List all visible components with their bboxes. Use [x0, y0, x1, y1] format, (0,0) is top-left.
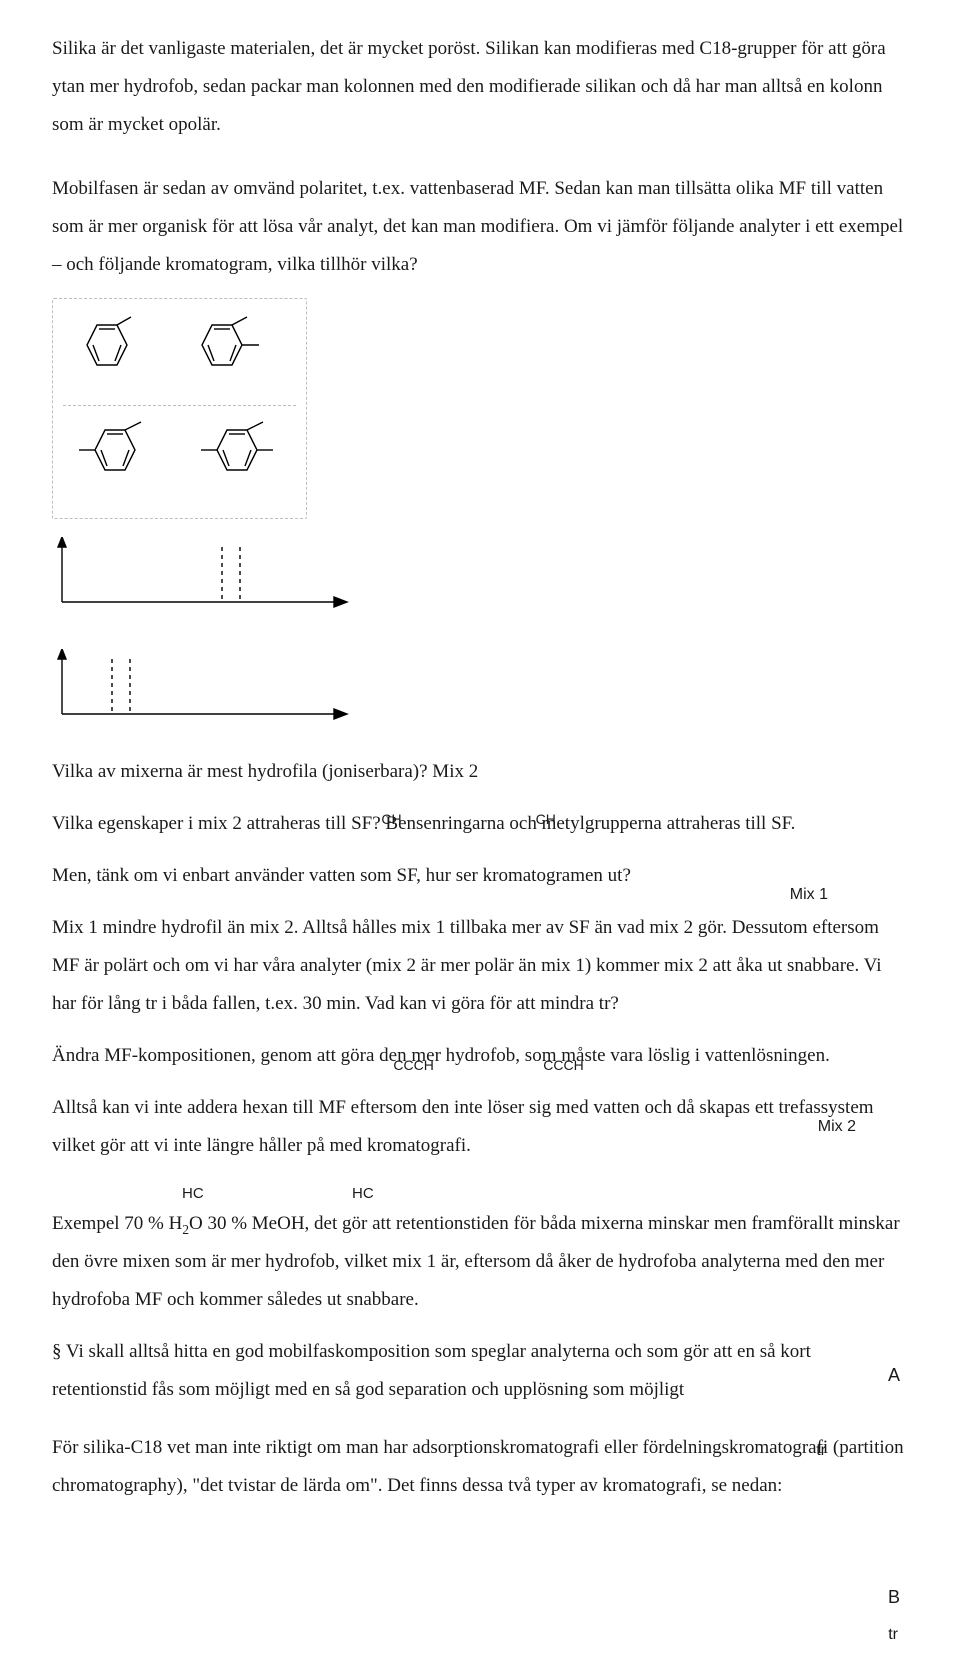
qa2-answer-pre: B [385, 813, 398, 834]
p7-sub: 2 [182, 1222, 189, 1237]
mix1-label: Mix 1 [790, 879, 828, 911]
p5-mid2: hydrofob, som [446, 1045, 557, 1066]
paragraph-2: Mobilfasen är sedan av omvänd polaritet,… [52, 170, 908, 284]
chromatogram-axes-2 [52, 649, 908, 743]
trimethylbenzene-icon [187, 418, 297, 502]
p-xylene-icon [67, 418, 167, 502]
paragraph-6: Alltså kan vi inte addera hexan till MF … [52, 1089, 908, 1165]
qa-line-1: Vilka av mixerna är mest hydrofila (joni… [52, 753, 908, 791]
p5-mid3: måste vara löslig i vattenlösningen. [561, 1045, 830, 1066]
molecule-row-2 [63, 412, 296, 508]
o-xylene-icon [177, 315, 277, 399]
qa2-question: Vilka egenskaper i mix 2 attraheras till… [52, 813, 381, 834]
p5-mid1: mer [411, 1045, 441, 1066]
benzene-icon [67, 315, 157, 399]
p5-pre: Ändra MF-kompositionen, genom att göra d… [52, 1045, 407, 1066]
molecule-diagram [52, 298, 307, 519]
paragraph-3: Men, tänk om vi enbart använder vatten s… [52, 857, 908, 895]
chromatogram-axes-1 [52, 537, 908, 631]
label-a: A [888, 1357, 900, 1393]
paragraph-8: § Vi skall alltså hitta en god mobilfask… [52, 1333, 908, 1409]
paragraph-4: Mix 1 mindre hydrofil än mix 2. Alltså h… [52, 909, 908, 1023]
p7-a: Exempel 70 % H [52, 1213, 182, 1234]
paragraph-5: Ändra MF-kompositionen, genom att göra d… [52, 1037, 908, 1075]
molecule-row-1 [63, 309, 296, 406]
p9-text: För silika-C18 vet man inte riktigt om m… [52, 1437, 904, 1496]
bottom-labels: B tr [52, 1519, 908, 1629]
qa1-answer: Mix 2 [432, 761, 478, 782]
p3-text: Men, tänk om vi enbart använder vatten s… [52, 865, 631, 886]
paragraph-1: Silika är det vanligaste materialen, det… [52, 30, 908, 144]
hc-row: HC HC [52, 1179, 908, 1203]
paragraph-9: För silika-C18 vet man inte riktigt om m… [52, 1429, 908, 1505]
p6-text: Alltså kan vi inte addera hexan till MF … [52, 1097, 874, 1156]
qa-line-2: Vilka egenskaper i mix 2 attraheras till… [52, 805, 908, 843]
paragraph-7: Exempel 70 % H2O 30 % MeOH, det gör att … [52, 1205, 908, 1319]
label-b: B [888, 1579, 900, 1615]
qa2-answer-mid: ensenringarna och [398, 813, 537, 834]
p8-text: § Vi skall alltså hitta en god mobilfask… [52, 1341, 811, 1400]
tr-label-2: tr [888, 1619, 898, 1651]
qa2-answer-post: metylgrupperna attraheras till SF. [542, 813, 796, 834]
qa1-question: Vilka av mixerna är mest hydrofila (joni… [52, 761, 428, 782]
